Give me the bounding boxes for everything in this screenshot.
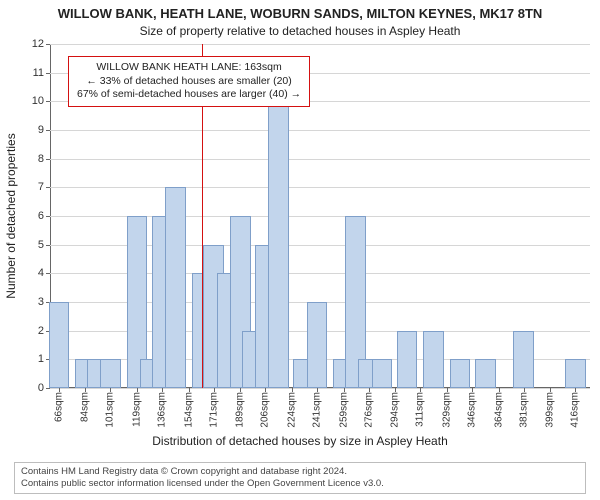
y-tick-label: 7	[24, 181, 44, 193]
annotation-line3: 67% of semi-detached houses are larger (…	[77, 88, 301, 102]
chart-title-sub: Size of property relative to detached ho…	[0, 24, 600, 38]
y-tick-label: 4	[24, 267, 44, 279]
y-tick-label: 9	[24, 124, 44, 136]
x-tick-label: 259sqm	[338, 392, 349, 428]
footer-line1: Contains HM Land Registry data © Crown c…	[21, 466, 579, 478]
x-tick-label: 276sqm	[363, 392, 374, 428]
y-tick-label: 1	[24, 353, 44, 365]
bar	[475, 359, 496, 388]
y-tick-mark	[46, 130, 50, 131]
y-tick-mark	[46, 388, 50, 389]
x-tick-label: 224sqm	[286, 392, 297, 428]
annotation-line1: WILLOW BANK HEATH LANE: 163sqm	[77, 61, 301, 75]
x-tick-label: 189sqm	[235, 392, 246, 428]
bar	[307, 302, 328, 388]
x-tick-label: 329sqm	[441, 392, 452, 428]
y-tick-mark	[46, 245, 50, 246]
x-tick-label: 311sqm	[415, 392, 426, 427]
x-tick-label: 364sqm	[493, 392, 504, 428]
bar	[49, 302, 70, 388]
y-axis-title: Number of detached properties	[4, 51, 18, 216]
y-tick-mark	[46, 73, 50, 74]
x-tick-label: 119sqm	[132, 392, 143, 427]
y-tick-label: 5	[24, 239, 44, 251]
bar	[513, 331, 534, 388]
y-tick-mark	[46, 101, 50, 102]
x-tick-label: 399sqm	[545, 392, 556, 428]
x-tick-label: 66sqm	[53, 392, 64, 422]
y-tick-label: 8	[24, 153, 44, 165]
y-tick-mark	[46, 44, 50, 45]
chart-container: WILLOW BANK, HEATH LANE, WOBURN SANDS, M…	[0, 0, 600, 500]
y-tick-mark	[46, 216, 50, 217]
bar	[450, 359, 471, 388]
gridline	[50, 44, 590, 45]
x-tick-label: 171sqm	[208, 392, 219, 428]
gridline	[50, 388, 590, 389]
y-tick-mark	[46, 273, 50, 274]
y-tick-label: 10	[24, 95, 44, 107]
bar	[423, 331, 444, 388]
x-tick-label: 241sqm	[312, 392, 323, 428]
footer-line2: Contains public sector information licen…	[21, 478, 579, 490]
y-tick-label: 6	[24, 210, 44, 222]
y-tick-label: 11	[24, 67, 44, 79]
y-tick-mark	[46, 187, 50, 188]
gridline	[50, 159, 590, 160]
y-tick-mark	[46, 159, 50, 160]
annotation-box: WILLOW BANK HEATH LANE: 163sqm ← 33% of …	[68, 56, 310, 107]
y-tick-label: 12	[24, 38, 44, 50]
annotation-line2: ← 33% of detached houses are smaller (20…	[77, 75, 301, 89]
y-tick-label: 0	[24, 382, 44, 394]
y-tick-label: 3	[24, 296, 44, 308]
y-tick-label: 2	[24, 325, 44, 337]
gridline	[50, 130, 590, 131]
bar	[165, 187, 186, 388]
x-tick-label: 346sqm	[466, 392, 477, 428]
x-tick-label: 101sqm	[105, 392, 116, 428]
bar	[100, 359, 121, 388]
bar	[565, 359, 586, 388]
x-tick-label: 154sqm	[183, 392, 194, 428]
gridline	[50, 187, 590, 188]
x-tick-label: 294sqm	[390, 392, 401, 428]
x-axis-title: Distribution of detached houses by size …	[0, 434, 600, 448]
x-tick-label: 381sqm	[518, 392, 529, 428]
x-tick-label: 416sqm	[570, 392, 581, 428]
bar	[397, 331, 418, 388]
chart-title-main: WILLOW BANK, HEATH LANE, WOBURN SANDS, M…	[0, 6, 600, 21]
footer-attribution: Contains HM Land Registry data © Crown c…	[14, 462, 586, 494]
x-tick-label: 84sqm	[80, 392, 91, 422]
x-tick-label: 206sqm	[260, 392, 271, 428]
bar	[268, 101, 289, 388]
bar	[372, 359, 393, 388]
x-tick-label: 136sqm	[157, 392, 168, 428]
